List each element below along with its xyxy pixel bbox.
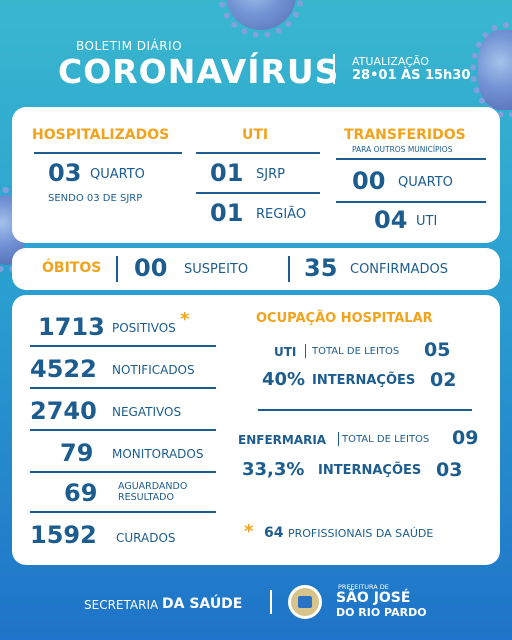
virus-illustration <box>470 22 512 118</box>
hospitalizados-unit: QUARTO <box>90 167 145 182</box>
divider <box>336 158 486 160</box>
footnote-value: 64 <box>264 525 284 541</box>
transferidos-heading: TRANSFERIDOS <box>344 127 466 143</box>
transferidos-uti-count: 04 <box>374 206 408 234</box>
asterisk-icon: * <box>180 309 190 330</box>
page-title: CORONAVÍRUS <box>58 52 340 91</box>
ocupacao-enf-intern-label: INTERNAÇÕES <box>318 463 422 478</box>
uti-sjrp-count: 01 <box>210 159 244 187</box>
ocupacao-uti-percent: 40% <box>262 369 306 390</box>
stats-card: 1713 POSITIVOS * 4522 NOTIFICADOS 2740 N… <box>12 295 500 565</box>
curados-label: CURADOS <box>116 531 176 545</box>
transferidos-note: PARA OUTROS MUNICÍPIOS <box>352 145 453 154</box>
obitos-heading: ÓBITOS <box>42 260 102 276</box>
divider <box>305 344 306 358</box>
divider <box>30 387 216 389</box>
update-value: 28•01 ÀS 15h30 <box>352 68 471 83</box>
positivos-value: 1713 <box>38 313 105 341</box>
divider <box>116 256 118 282</box>
negativos-label: NEGATIVOS <box>112 405 182 419</box>
monitorados-label: MONITORADOS <box>112 447 204 461</box>
uti-regiao-count: 01 <box>210 199 244 227</box>
obitos-confirmados-label: CONFIRMADOS <box>350 262 448 277</box>
obitos-suspeito-label: SUSPEITO <box>184 262 249 277</box>
divider <box>30 471 216 473</box>
ocupacao-uti-total: 05 <box>424 339 451 361</box>
divider <box>196 192 320 194</box>
transferidos-quarto-count: 00 <box>352 167 386 195</box>
ocupacao-uti-total-label: TOTAL DE LEITOS <box>312 346 400 357</box>
divider <box>30 511 216 513</box>
uti-heading: UTI <box>242 127 269 143</box>
divider <box>333 54 335 84</box>
aguardando-label-line2: RESULTADO <box>118 492 174 503</box>
positivos-label: POSITIVOS <box>112 321 176 335</box>
footer-secretaria: SECRETARIA <box>84 598 159 612</box>
curados-value: 1592 <box>30 521 97 549</box>
negativos-value: 2740 <box>30 397 97 425</box>
divider <box>30 429 216 431</box>
divider <box>258 409 472 411</box>
transferidos-uti-label: UTI <box>416 214 438 229</box>
notificados-value: 4522 <box>30 355 97 383</box>
uti-sjrp-label: SJRP <box>256 167 285 182</box>
aguardando-label-line1: AGUARDANDO <box>118 481 188 492</box>
ocupacao-enf-total-label: TOTAL DE LEITOS <box>342 434 430 445</box>
divider <box>196 152 320 154</box>
update-label: ATUALIZAÇÃO <box>352 55 429 68</box>
monitorados-value: 79 <box>60 439 94 467</box>
header: BOLETIM DIÁRIO CORONAVÍRUS ATUALIZAÇÃO 2… <box>0 0 512 100</box>
footer-city-line2: DO RIO PARDO <box>336 606 427 619</box>
ocupacao-enf-percent: 33,3% <box>242 459 305 480</box>
ocupacao-enf-intern: 03 <box>436 459 463 481</box>
asterisk-icon: * <box>244 521 254 542</box>
ocupacao-enf-total: 09 <box>452 427 479 449</box>
ocupacao-uti-label: UTI <box>274 345 297 359</box>
hospital-status-card: HOSPITALIZADOS 03 QUARTO SENDO 03 DE SJR… <box>12 107 500 243</box>
divider <box>338 432 339 446</box>
hospitalizados-note: SENDO 03 DE SJRP <box>48 193 143 204</box>
city-crest-icon <box>288 585 322 619</box>
ocupacao-uti-intern-label: INTERNAÇÕES <box>312 373 416 388</box>
ocupacao-uti-intern: 02 <box>430 369 457 391</box>
aguardando-value: 69 <box>64 479 98 507</box>
transferidos-quarto-label: QUARTO <box>398 175 453 190</box>
hospitalizados-count: 03 <box>48 159 82 187</box>
notificados-label: NOTIFICADOS <box>112 363 195 377</box>
footer-saude: DA SAÚDE <box>162 596 243 612</box>
footer-prefeitura: PREFEITURA DE <box>338 583 389 591</box>
divider <box>336 201 486 203</box>
aguardando-label: AGUARDANDO RESULTADO <box>118 481 187 503</box>
ocupacao-heading: OCUPAÇÃO HOSPITALAR <box>256 311 433 326</box>
divider <box>270 590 272 614</box>
obitos-suspeito-count: 00 <box>134 254 168 282</box>
divider <box>34 152 182 154</box>
obitos-card: ÓBITOS 00 SUSPEITO 35 CONFIRMADOS <box>12 248 500 290</box>
bulletin-subtitle: BOLETIM DIÁRIO <box>76 39 183 53</box>
obitos-confirmados-count: 35 <box>304 254 338 282</box>
uti-regiao-label: REGIÃO <box>256 207 307 222</box>
ocupacao-enf-label: ENFERMARIA <box>238 433 327 447</box>
footnote-text: PROFISSIONAIS DA SAÚDE <box>288 527 434 540</box>
footer-city-line1: SÃO JOSÉ <box>336 590 411 606</box>
divider <box>288 256 290 282</box>
hospitalizados-heading: HOSPITALIZADOS <box>32 127 170 143</box>
divider <box>30 345 216 347</box>
